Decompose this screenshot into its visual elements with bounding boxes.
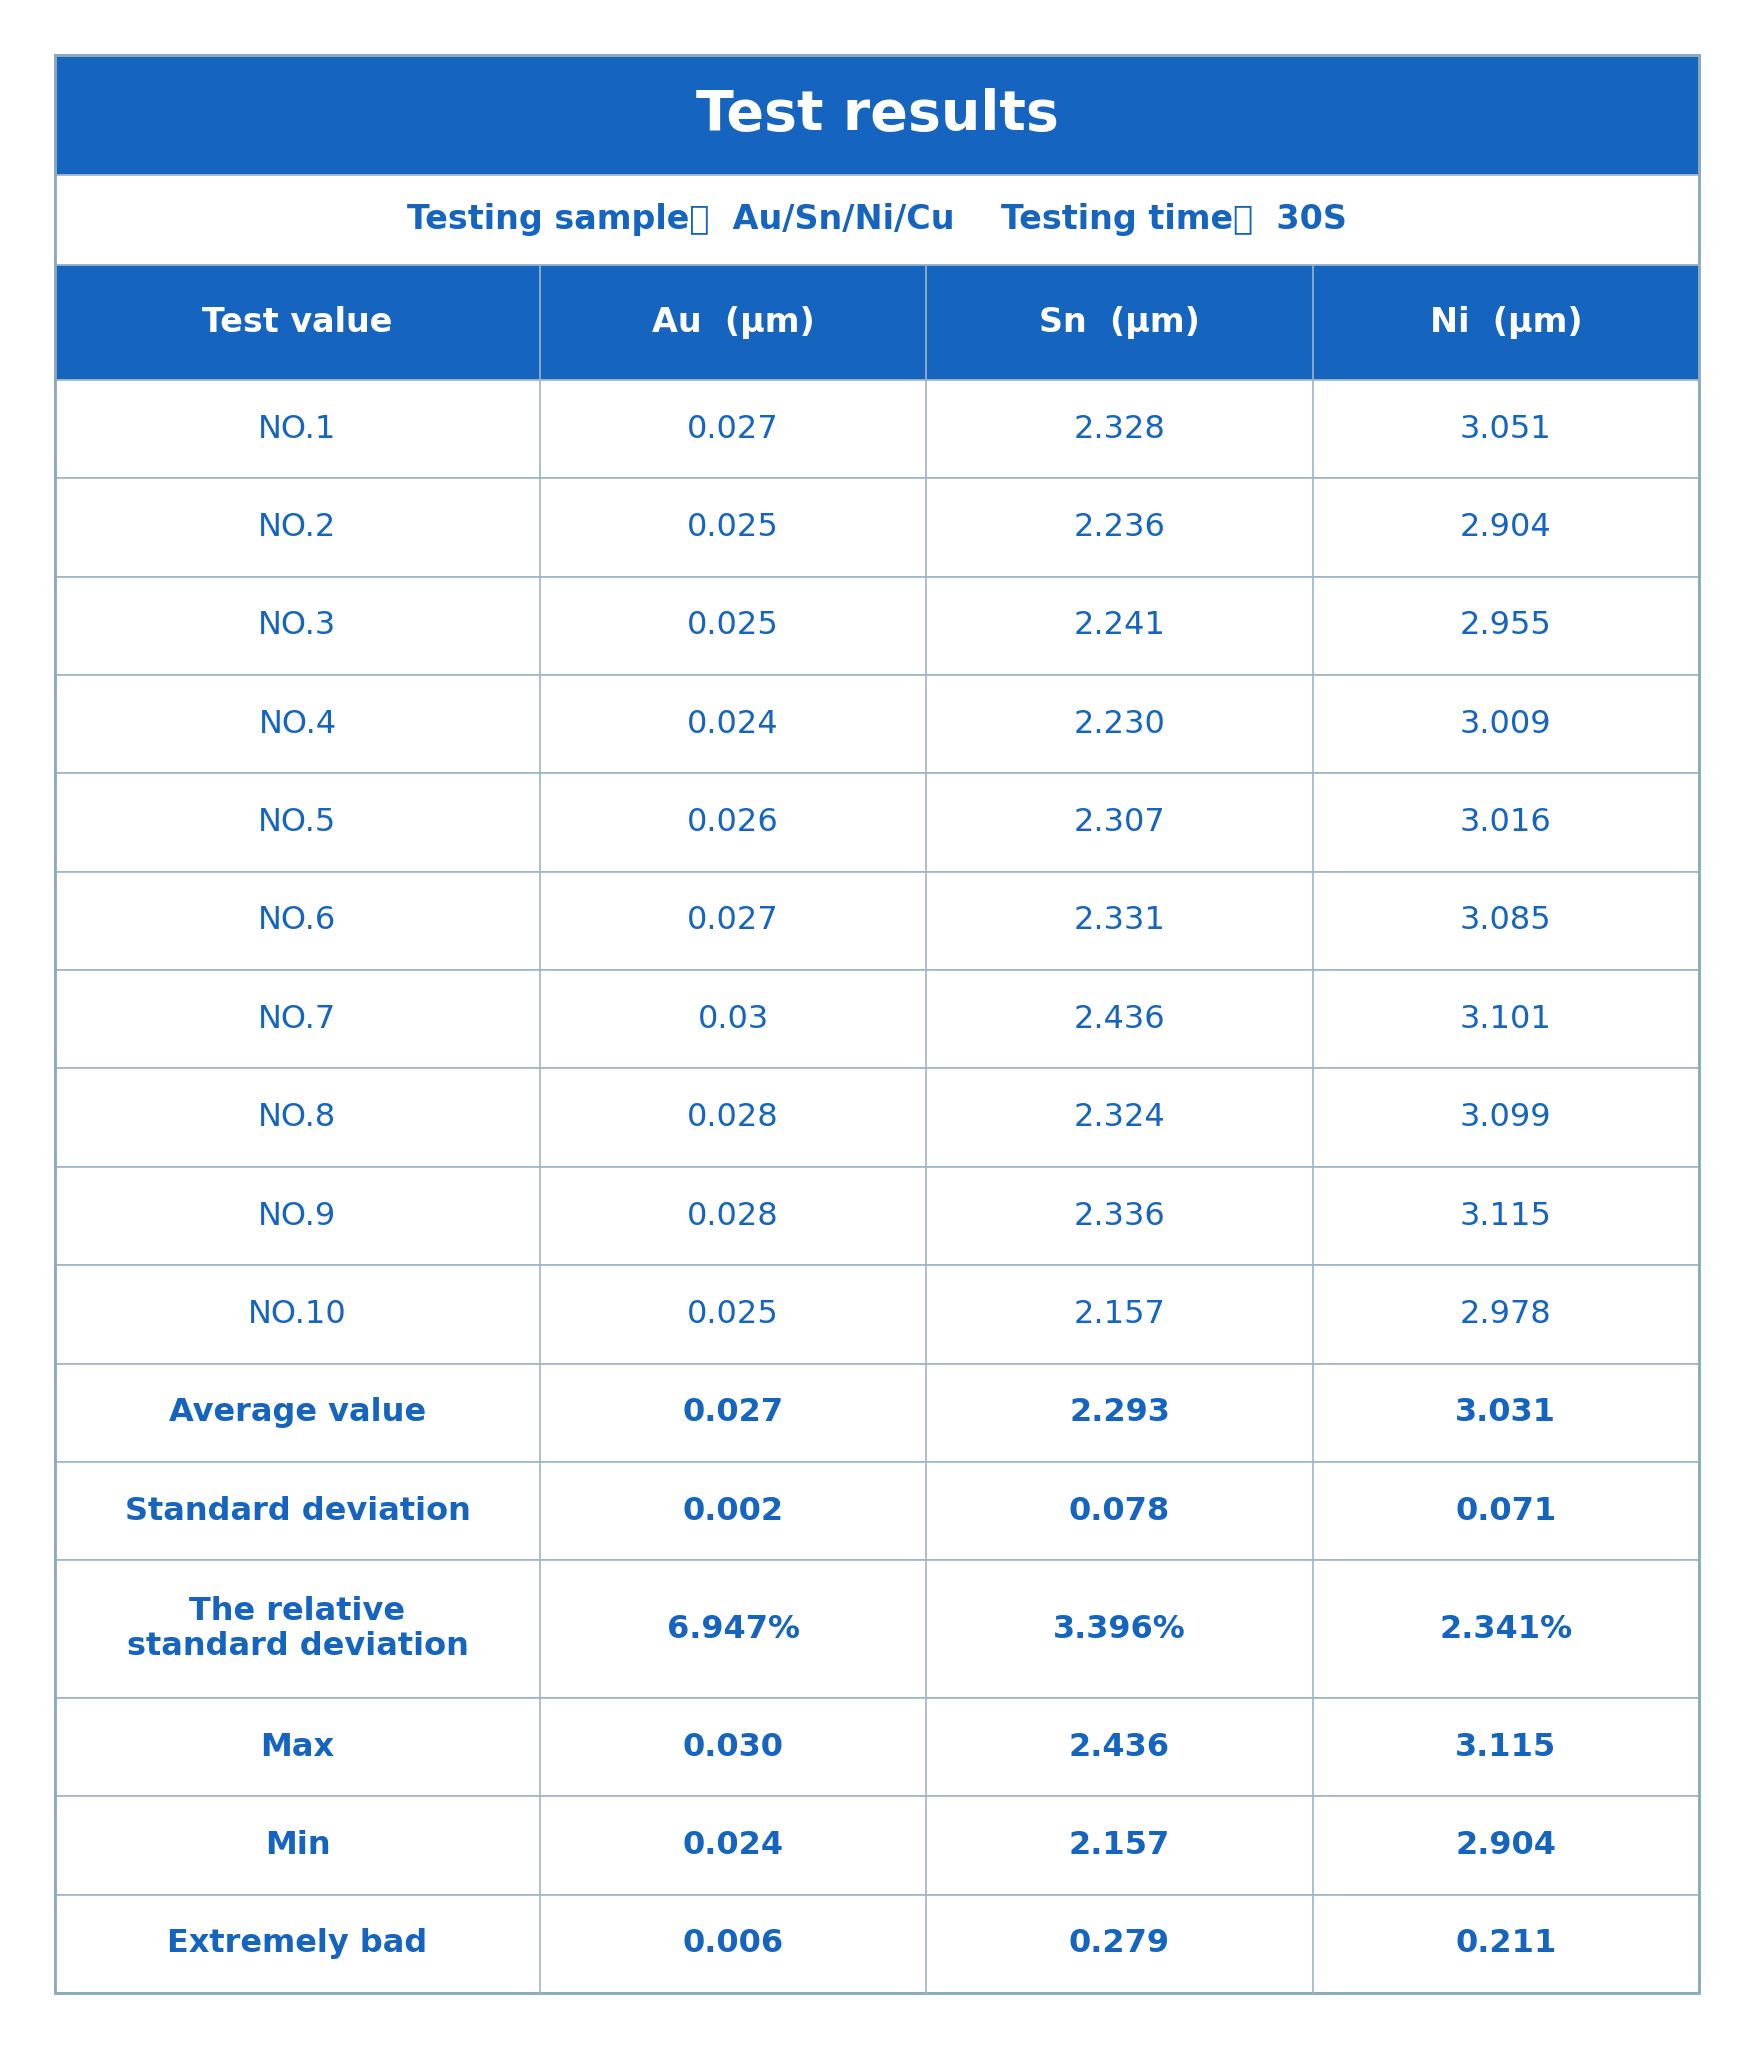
Text: NO.4: NO.4 [258, 709, 337, 739]
Text: NO.8: NO.8 [258, 1102, 337, 1133]
Bar [54, 578, 1700, 676]
Text: 0.024: 0.024 [688, 709, 779, 739]
Text: 0.024: 0.024 [682, 1831, 784, 1862]
Text: 2.157: 2.157 [1073, 1298, 1165, 1329]
Text: 0.026: 0.026 [688, 807, 779, 838]
Bar [54, 55, 1700, 174]
Text: 2.978: 2.978 [1459, 1298, 1552, 1329]
Bar [54, 971, 1700, 1069]
Text: NO.6: NO.6 [258, 905, 337, 936]
Text: 0.071: 0.071 [1456, 1495, 1556, 1526]
Text: 0.025: 0.025 [688, 610, 779, 641]
Text: NO.3: NO.3 [258, 610, 337, 641]
Bar [54, 264, 1700, 381]
Bar [54, 174, 1700, 264]
Text: 3.031: 3.031 [1456, 1397, 1556, 1427]
Text: 2.236: 2.236 [1073, 512, 1165, 543]
Text: 0.027: 0.027 [688, 414, 779, 444]
Text: 0.006: 0.006 [682, 1929, 784, 1960]
Text: 2.331: 2.331 [1073, 905, 1165, 936]
Bar [54, 1796, 1700, 1894]
Text: 3.085: 3.085 [1459, 905, 1552, 936]
Text: NO.7: NO.7 [258, 1004, 337, 1034]
Text: 2.241: 2.241 [1073, 610, 1165, 641]
Text: 0.027: 0.027 [688, 905, 779, 936]
Bar [54, 1069, 1700, 1167]
Text: Au  (μm): Au (μm) [652, 305, 814, 340]
Text: 3.115: 3.115 [1459, 1200, 1552, 1231]
Bar [54, 676, 1700, 774]
Bar [54, 1266, 1700, 1364]
Text: 3.051: 3.051 [1459, 414, 1552, 444]
Bar [54, 1561, 1700, 1698]
Bar [54, 1167, 1700, 1266]
Text: 0.002: 0.002 [682, 1495, 784, 1526]
Text: 0.027: 0.027 [682, 1397, 784, 1427]
Text: Max: Max [260, 1733, 335, 1763]
Text: NO.9: NO.9 [258, 1200, 337, 1231]
Text: 0.03: 0.03 [698, 1004, 768, 1034]
Text: Testing sample：  Au/Sn/Ni/Cu    Testing time：  30S: Testing sample： Au/Sn/Ni/Cu Testing time… [407, 203, 1347, 236]
Text: NO.2: NO.2 [258, 512, 337, 543]
Text: Min: Min [265, 1831, 330, 1862]
Text: NO.5: NO.5 [258, 807, 337, 838]
Bar [54, 381, 1700, 479]
Text: The relative
standard deviation: The relative standard deviation [126, 1595, 468, 1663]
Text: 2.307: 2.307 [1073, 807, 1165, 838]
Text: 2.328: 2.328 [1073, 414, 1165, 444]
Bar [54, 1698, 1700, 1796]
Text: 2.341%: 2.341% [1440, 1614, 1572, 1645]
Text: 2.230: 2.230 [1073, 709, 1165, 739]
Text: Extremely bad: Extremely bad [167, 1929, 428, 1960]
Text: 0.028: 0.028 [688, 1200, 779, 1231]
Text: 3.016: 3.016 [1459, 807, 1552, 838]
Text: 3.396%: 3.396% [1052, 1614, 1186, 1645]
Text: 0.025: 0.025 [688, 512, 779, 543]
Text: 2.324: 2.324 [1073, 1102, 1165, 1133]
Text: 2.955: 2.955 [1459, 610, 1552, 641]
Text: 0.279: 0.279 [1068, 1929, 1170, 1960]
Text: 0.078: 0.078 [1068, 1495, 1170, 1526]
Text: 2.436: 2.436 [1073, 1004, 1165, 1034]
Text: NO.10: NO.10 [247, 1298, 347, 1329]
Text: 3.099: 3.099 [1459, 1102, 1552, 1133]
Text: NO.1: NO.1 [258, 414, 337, 444]
Bar [54, 872, 1700, 971]
Text: Test value: Test value [202, 305, 393, 340]
Bar [54, 1894, 1700, 1993]
Text: Standard deviation: Standard deviation [125, 1495, 470, 1526]
Text: Test results: Test results [696, 88, 1058, 141]
Text: 0.028: 0.028 [688, 1102, 779, 1133]
Text: 0.030: 0.030 [682, 1733, 784, 1763]
Text: Average value: Average value [168, 1397, 426, 1427]
Text: 2.904: 2.904 [1459, 512, 1552, 543]
Bar [54, 479, 1700, 578]
Text: 0.211: 0.211 [1456, 1929, 1556, 1960]
Bar [54, 774, 1700, 872]
Text: Ni  (μm): Ni (μm) [1430, 305, 1582, 340]
Text: 2.157: 2.157 [1068, 1831, 1170, 1862]
Bar [54, 1364, 1700, 1462]
Text: 6.947%: 6.947% [667, 1614, 800, 1645]
Text: 2.336: 2.336 [1073, 1200, 1165, 1231]
Text: Sn  (μm): Sn (μm) [1038, 305, 1200, 340]
Text: 0.025: 0.025 [688, 1298, 779, 1329]
Bar [54, 1462, 1700, 1561]
Text: 2.293: 2.293 [1068, 1397, 1170, 1427]
Text: 3.009: 3.009 [1459, 709, 1552, 739]
Text: 2.904: 2.904 [1456, 1831, 1556, 1862]
Text: 3.101: 3.101 [1459, 1004, 1552, 1034]
Text: 2.436: 2.436 [1068, 1733, 1170, 1763]
Text: 3.115: 3.115 [1456, 1733, 1556, 1763]
